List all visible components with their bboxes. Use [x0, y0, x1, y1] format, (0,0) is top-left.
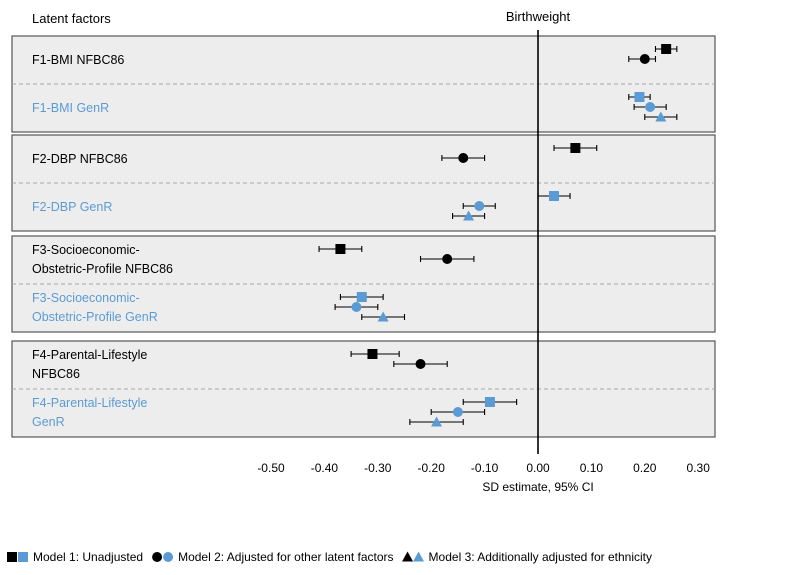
row-label: Obstetric-Profile NFBC86: [32, 262, 173, 276]
row-label: F2-DBP NFBC86: [32, 152, 128, 166]
x-tick-label: 0.30: [687, 461, 711, 475]
point-estimate-model-1: [484, 397, 495, 407]
legend-label: Model 3: Additionally adjusted for ethni…: [429, 550, 652, 564]
point-estimate-model-2: [645, 102, 656, 112]
point-estimate-model-3: [463, 210, 475, 221]
x-tick-label: -0.50: [257, 461, 285, 475]
panels-layer: [11, 35, 716, 438]
x-tick-label: -0.20: [418, 461, 446, 475]
row-label: F4-Parental-Lifestyle: [32, 396, 147, 410]
point-estimate-model-2: [351, 302, 362, 312]
x-tick-label: 0.20: [633, 461, 657, 475]
x-tick-label: 0.00: [526, 461, 550, 475]
row-label: F2-DBP GenR: [32, 200, 112, 214]
row-label: GenR: [32, 415, 65, 429]
point-estimate-model-2: [639, 54, 650, 64]
row-label: F1-BMI NFBC86: [32, 53, 124, 67]
legend-triangle-blue: [413, 551, 425, 562]
legend-triangle-black: [402, 551, 414, 562]
legend-circle-blue: [163, 552, 174, 562]
row-label: F1-BMI GenR: [32, 101, 109, 115]
point-estimate-model-1: [356, 292, 367, 302]
legend-label: Model 2: Adjusted for other latent facto…: [178, 550, 393, 564]
row-label: F3-Socioeconomic-: [32, 291, 140, 305]
row-label: F3-Socioeconomic-: [32, 243, 140, 257]
row-label: Obstetric-Profile GenR: [32, 310, 158, 324]
point-estimate-model-3: [431, 416, 443, 427]
row-header: Latent factors: [32, 11, 111, 26]
legend-circle-black: [152, 552, 163, 562]
point-estimate-model-2: [474, 201, 485, 211]
x-tick-label: -0.30: [364, 461, 392, 475]
legend: Model 1: Unadjusted Model 2: Adjusted for…: [7, 550, 652, 564]
legend-square-black: [7, 552, 17, 562]
row-label: F4-Parental-Lifestyle: [32, 348, 147, 362]
point-estimate-model-2: [415, 359, 426, 369]
point-estimate-model-3: [377, 311, 389, 322]
point-estimate-model-1: [549, 191, 560, 201]
x-tick-label: -0.10: [471, 461, 499, 475]
point-estimate-model-1: [367, 349, 378, 359]
legend-label: Model 1: Unadjusted: [33, 550, 143, 564]
point-estimate-model-2: [452, 407, 463, 417]
point-estimate-model-2: [458, 153, 469, 163]
estimate-marks-layer: [318, 44, 678, 427]
x-tick-label: -0.40: [311, 461, 339, 475]
point-estimate-model-1: [335, 244, 346, 254]
row-label: NFBC86: [32, 367, 80, 381]
x-axis: -0.50 -0.40 -0.30 -0.20 -0.10 0.00 0.10 0.20 0.3…: [257, 30, 710, 475]
row-labels-layer: F1-BMI NFBC86 F1-BMI GenR F2-DBP NFBC86 F2-…: [32, 53, 173, 429]
chart-title: Birthweight: [506, 9, 571, 24]
legend-square-blue: [18, 552, 28, 562]
point-estimate-model-1: [661, 44, 672, 54]
point-estimate-model-2: [442, 254, 453, 264]
point-estimate-model-1: [634, 92, 645, 102]
point-estimate-model-3: [655, 111, 667, 122]
point-estimate-model-1: [570, 143, 581, 153]
x-tick-label: 0.10: [580, 461, 604, 475]
x-axis-title: SD estimate, 95% CI: [482, 480, 593, 494]
